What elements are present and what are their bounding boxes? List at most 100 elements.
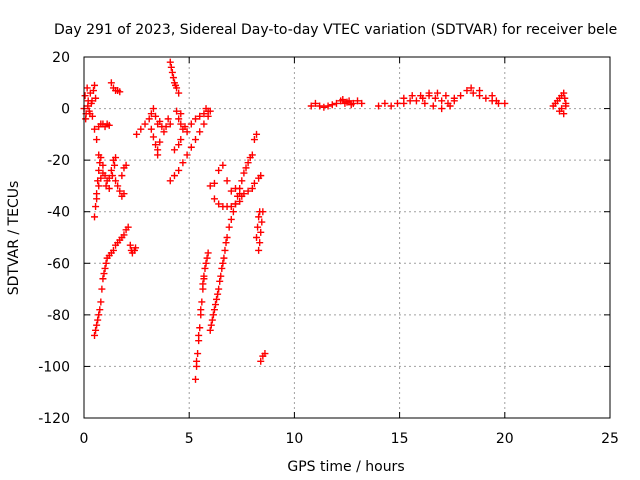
data-point bbox=[250, 179, 258, 187]
data-point bbox=[412, 97, 420, 105]
x-tick-label: 0 bbox=[80, 431, 89, 447]
x-tick-label: 15 bbox=[391, 431, 409, 447]
data-point bbox=[417, 92, 425, 100]
data-point bbox=[192, 136, 200, 144]
data-point bbox=[201, 264, 209, 272]
data-point bbox=[320, 103, 328, 111]
data-point bbox=[200, 110, 208, 118]
data-point bbox=[408, 92, 416, 100]
data-point bbox=[223, 234, 231, 241]
data-point bbox=[170, 172, 178, 180]
data-point bbox=[116, 187, 124, 195]
data-point bbox=[358, 99, 366, 107]
data-point bbox=[108, 172, 116, 180]
chart-title: Day 291 of 2023, Sidereal Day-to-day VTE… bbox=[54, 22, 617, 38]
data-point bbox=[328, 101, 336, 109]
data-point bbox=[375, 102, 383, 110]
y-axis-label: SDTVAR / TECUs bbox=[6, 181, 22, 296]
data-point bbox=[429, 102, 437, 110]
data-point bbox=[560, 110, 568, 118]
data-point bbox=[212, 301, 219, 309]
data-point bbox=[216, 277, 224, 285]
data-point bbox=[183, 151, 191, 159]
data-point bbox=[457, 92, 465, 100]
data-point bbox=[206, 326, 214, 334]
data-point bbox=[162, 123, 170, 131]
data-point bbox=[446, 102, 454, 110]
data-point bbox=[156, 117, 164, 125]
data-point bbox=[173, 107, 181, 115]
data-point bbox=[253, 234, 261, 241]
data-point bbox=[175, 115, 183, 123]
data-point bbox=[179, 159, 187, 167]
data-point bbox=[86, 110, 94, 118]
data-point bbox=[257, 357, 265, 365]
data-point bbox=[220, 254, 228, 262]
x-tick-labels: 0 5 10 15 20 25 bbox=[80, 431, 619, 447]
data-point bbox=[207, 321, 215, 329]
data-point bbox=[200, 120, 208, 128]
data-point bbox=[93, 195, 101, 203]
data-point bbox=[387, 102, 395, 110]
data-point bbox=[187, 143, 195, 151]
data-point bbox=[199, 280, 207, 288]
data-point bbox=[98, 285, 106, 293]
data-point bbox=[99, 275, 107, 283]
data-point bbox=[91, 213, 99, 221]
y-tick-label: -60 bbox=[47, 256, 70, 272]
data-point bbox=[196, 112, 204, 120]
data-point bbox=[177, 120, 185, 128]
data-point bbox=[147, 125, 155, 133]
x-tick-label: 10 bbox=[285, 431, 303, 447]
data-point bbox=[107, 79, 115, 87]
data-point bbox=[147, 110, 155, 118]
data-point bbox=[469, 89, 477, 97]
data-point bbox=[152, 141, 160, 149]
data-point bbox=[223, 177, 231, 185]
data-point bbox=[244, 187, 252, 195]
data-point bbox=[253, 130, 261, 138]
data-point bbox=[177, 136, 185, 144]
data-point bbox=[256, 208, 264, 216]
data-point bbox=[149, 105, 157, 113]
data-point bbox=[347, 101, 355, 109]
data-point bbox=[196, 128, 204, 136]
data-point bbox=[132, 244, 140, 252]
data-point bbox=[102, 259, 110, 267]
data-point bbox=[166, 177, 174, 185]
data-point bbox=[208, 316, 216, 324]
data-point bbox=[210, 306, 218, 314]
data-point bbox=[248, 151, 256, 159]
data-point bbox=[215, 200, 223, 208]
data-point bbox=[194, 350, 202, 358]
data-point bbox=[210, 195, 218, 203]
data-point bbox=[91, 125, 99, 133]
data-point bbox=[196, 324, 204, 332]
data-point bbox=[166, 58, 174, 66]
data-point bbox=[221, 246, 229, 254]
data-point bbox=[193, 357, 201, 365]
data-point bbox=[227, 187, 235, 195]
data-point bbox=[101, 264, 109, 272]
data-point bbox=[561, 94, 569, 102]
grid-lines bbox=[84, 57, 610, 418]
data-point bbox=[111, 161, 119, 169]
data-point bbox=[107, 166, 115, 174]
data-point bbox=[175, 89, 183, 97]
data-point bbox=[227, 203, 235, 211]
plot-frame bbox=[83, 56, 611, 419]
data-point bbox=[218, 264, 226, 272]
data-point bbox=[254, 223, 262, 231]
data-point bbox=[89, 87, 97, 95]
data-point bbox=[187, 120, 195, 128]
data-point bbox=[425, 89, 433, 97]
data-point bbox=[92, 326, 100, 334]
data-point bbox=[257, 172, 265, 180]
data-point bbox=[431, 94, 439, 102]
data-point bbox=[152, 112, 160, 120]
data-point bbox=[99, 169, 107, 177]
data-point bbox=[242, 164, 250, 172]
data-point bbox=[381, 99, 389, 107]
x-tick-label: 20 bbox=[496, 431, 514, 447]
data-point bbox=[244, 159, 252, 167]
